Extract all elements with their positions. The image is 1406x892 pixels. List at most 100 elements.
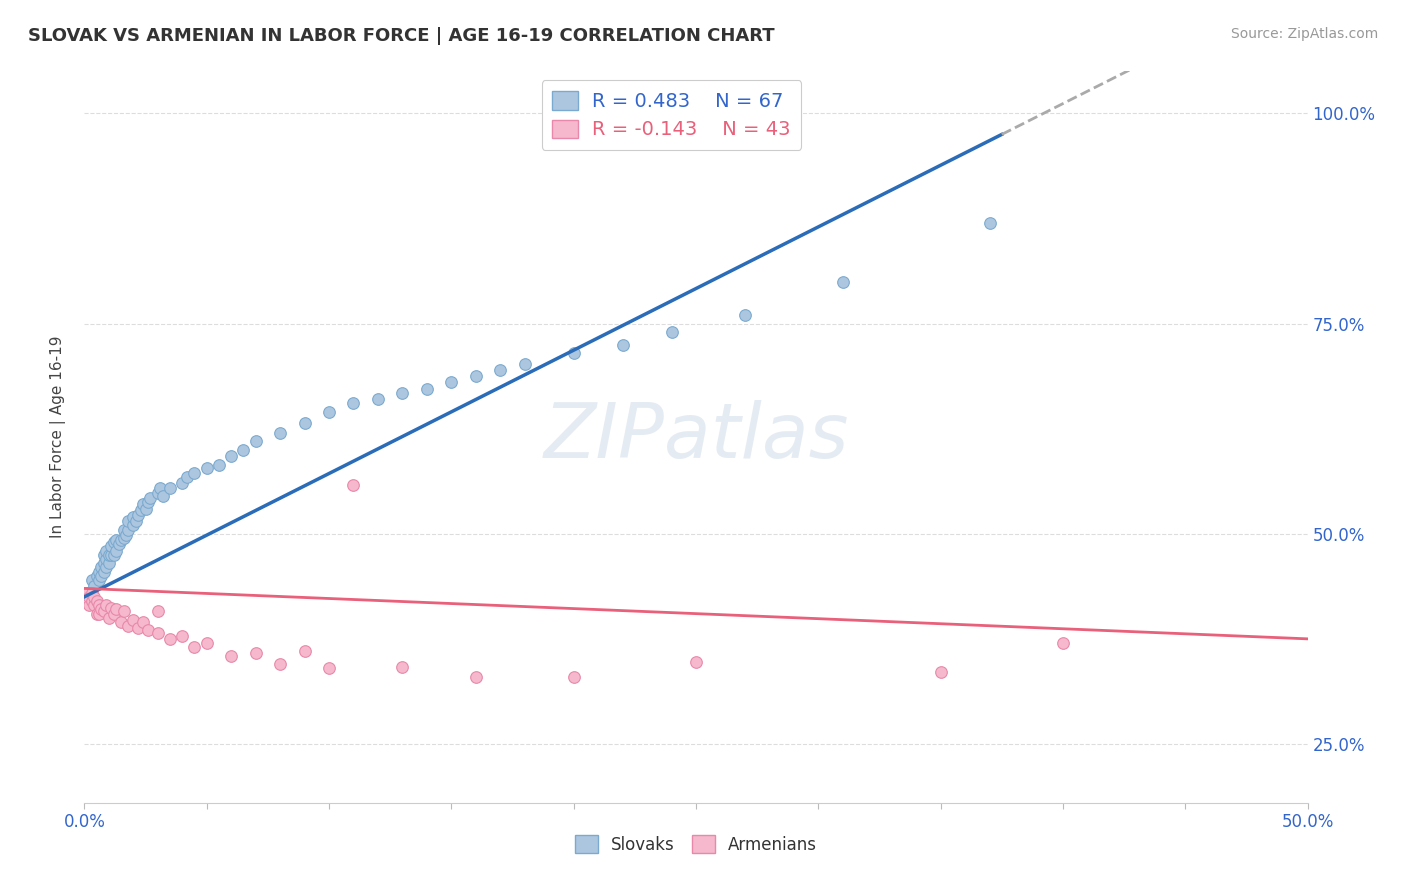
Point bbox=[103, 607, 125, 621]
Point bbox=[232, 442, 254, 457]
Point bbox=[112, 604, 135, 618]
Point bbox=[342, 478, 364, 492]
Point bbox=[132, 497, 155, 511]
Point bbox=[219, 450, 242, 464]
Point bbox=[318, 405, 340, 419]
Point bbox=[208, 458, 231, 472]
Point bbox=[391, 385, 413, 400]
Point bbox=[685, 655, 707, 669]
Point bbox=[127, 621, 149, 635]
Point bbox=[245, 646, 267, 660]
Point bbox=[87, 607, 110, 621]
Point bbox=[87, 573, 110, 587]
Point bbox=[90, 560, 112, 574]
Point bbox=[183, 467, 205, 481]
Point bbox=[132, 615, 155, 629]
Point bbox=[112, 523, 135, 537]
Point bbox=[464, 670, 486, 684]
Point bbox=[831, 275, 853, 289]
Point bbox=[391, 659, 413, 673]
Point bbox=[105, 543, 128, 558]
Point bbox=[90, 602, 112, 616]
Point bbox=[135, 501, 157, 516]
Point bbox=[117, 514, 139, 528]
Point bbox=[172, 476, 194, 491]
Point bbox=[117, 619, 139, 633]
Point bbox=[367, 392, 389, 407]
Point bbox=[122, 613, 145, 627]
Point bbox=[734, 308, 756, 322]
Point bbox=[440, 376, 463, 390]
Point bbox=[159, 632, 181, 646]
Point bbox=[318, 661, 340, 675]
Point bbox=[112, 531, 135, 545]
Y-axis label: In Labor Force | Age 16-19: In Labor Force | Age 16-19 bbox=[49, 335, 66, 539]
Point bbox=[294, 416, 316, 430]
Point bbox=[149, 481, 172, 495]
Point bbox=[80, 585, 103, 599]
Point bbox=[97, 611, 120, 625]
Point bbox=[93, 565, 115, 579]
Point bbox=[183, 640, 205, 655]
Point bbox=[105, 602, 128, 616]
Point bbox=[562, 670, 585, 684]
Text: Source: ZipAtlas.com: Source: ZipAtlas.com bbox=[1230, 27, 1378, 41]
Point bbox=[100, 548, 122, 562]
Point bbox=[80, 573, 103, 587]
Point bbox=[93, 604, 115, 618]
Point bbox=[464, 368, 486, 383]
Point bbox=[77, 585, 100, 599]
Point bbox=[195, 636, 218, 650]
Point bbox=[562, 346, 585, 360]
Point bbox=[513, 357, 536, 371]
Point bbox=[159, 481, 181, 495]
Point bbox=[96, 560, 118, 574]
Point bbox=[86, 569, 108, 583]
Point bbox=[929, 665, 952, 680]
Point bbox=[342, 396, 364, 410]
Point bbox=[90, 569, 112, 583]
Point bbox=[110, 533, 132, 548]
Point bbox=[80, 594, 103, 608]
Point bbox=[93, 556, 115, 570]
Point bbox=[122, 510, 145, 524]
Point bbox=[269, 657, 291, 671]
Point bbox=[97, 548, 120, 562]
Point bbox=[100, 600, 122, 615]
Point bbox=[87, 599, 110, 613]
Point bbox=[136, 495, 159, 509]
Legend: Slovaks, Armenians: Slovaks, Armenians bbox=[568, 829, 824, 860]
Point bbox=[117, 523, 139, 537]
Point bbox=[105, 533, 128, 548]
Point bbox=[103, 548, 125, 562]
Point bbox=[146, 604, 169, 618]
Point bbox=[245, 434, 267, 449]
Point bbox=[97, 556, 120, 570]
Point bbox=[76, 585, 98, 599]
Point bbox=[110, 615, 132, 629]
Point bbox=[136, 624, 159, 638]
Point bbox=[125, 514, 148, 528]
Point bbox=[83, 599, 105, 613]
Point bbox=[195, 461, 218, 475]
Point bbox=[87, 565, 110, 579]
Point bbox=[86, 607, 108, 621]
Point bbox=[96, 599, 118, 613]
Point bbox=[661, 325, 683, 339]
Point bbox=[127, 508, 149, 523]
Point bbox=[146, 486, 169, 500]
Text: ZIPatlas: ZIPatlas bbox=[543, 401, 849, 474]
Point bbox=[86, 594, 108, 608]
Text: SLOVAK VS ARMENIAN IN LABOR FORCE | AGE 16-19 CORRELATION CHART: SLOVAK VS ARMENIAN IN LABOR FORCE | AGE … bbox=[28, 27, 775, 45]
Point bbox=[172, 629, 194, 643]
Point bbox=[115, 528, 138, 542]
Point bbox=[416, 382, 439, 396]
Point bbox=[103, 535, 125, 549]
Point bbox=[96, 552, 118, 566]
Point bbox=[612, 337, 634, 351]
Point bbox=[129, 503, 152, 517]
Point bbox=[93, 548, 115, 562]
Point bbox=[77, 590, 100, 604]
Point bbox=[269, 425, 291, 440]
Point bbox=[83, 590, 105, 604]
